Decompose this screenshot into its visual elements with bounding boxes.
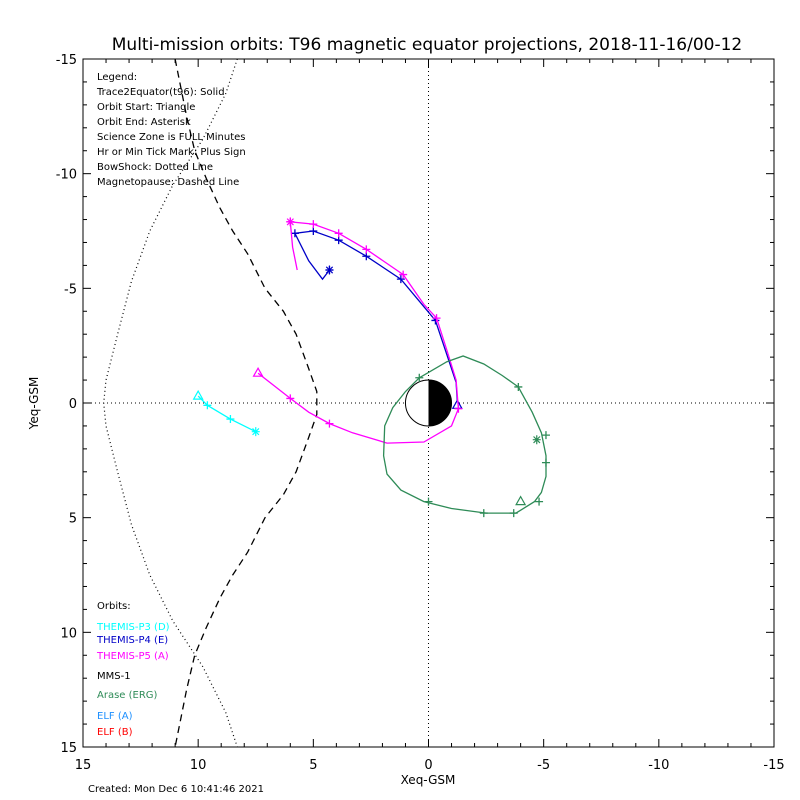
magnetopause-line xyxy=(174,58,318,748)
earth-nightside xyxy=(428,379,452,427)
earth-icon xyxy=(404,379,453,427)
tick-mark xyxy=(362,252,371,261)
orbit-start-marker xyxy=(515,495,527,506)
legend-line: Hr or Min Tick Mark: Plus Sign xyxy=(97,147,246,158)
chart-title: Multi-mission orbits: T96 magnetic equat… xyxy=(112,35,743,55)
orbits-legend: Orbits: THEMIS-P3 (D) THEMIS-P4 (E) THEMIS-… xyxy=(96,601,170,738)
y-tick-label: -10 xyxy=(56,168,77,183)
orbit-line xyxy=(257,221,460,444)
x-tick-label: -5 xyxy=(537,758,550,773)
x-tick-label: 10 xyxy=(190,758,207,773)
x-tick-label: 15 xyxy=(75,758,92,773)
orbit-end-marker xyxy=(251,427,260,437)
orbit-end-marker xyxy=(325,265,334,275)
tick-mark xyxy=(203,401,212,410)
x-tick-label: 5 xyxy=(309,758,317,773)
tick-mark xyxy=(309,227,318,235)
bowshock-line xyxy=(103,58,238,748)
orbit-label: ELF (A) xyxy=(97,711,133,722)
orbit-line xyxy=(197,395,257,433)
tick-mark xyxy=(424,497,433,506)
orbits-title: Orbits: xyxy=(97,601,131,612)
y-tick-label: -15 xyxy=(56,53,77,68)
tick-mark xyxy=(396,275,405,284)
orbit-end-marker xyxy=(532,435,541,445)
tick-mark xyxy=(286,394,295,403)
orbit-start-marker xyxy=(192,389,204,400)
tick-mark xyxy=(509,509,518,518)
tick-mark xyxy=(334,229,343,238)
legend-line: BowShock: Dotted Line xyxy=(97,162,213,173)
legend-line: Orbit Start: Triangle xyxy=(97,102,195,113)
x-tick-label: -10 xyxy=(648,758,669,773)
legend-line: Science Zone is FULL Minutes xyxy=(97,132,246,143)
y-axis-label: Yeq-GSM xyxy=(27,377,41,431)
tick-mark xyxy=(479,509,488,518)
legend-line: Legend: xyxy=(97,72,137,83)
boundaries xyxy=(103,58,318,748)
legend-box: Legend: Trace2Equator(t96): Solid Orbit St… xyxy=(96,72,246,188)
x-axis-label: Xeq-GSM xyxy=(401,773,456,787)
orbit-0 xyxy=(192,389,260,437)
x-tick-label: 0 xyxy=(424,758,432,773)
orbit-label: Arase (ERG) xyxy=(97,690,158,701)
orbit-line xyxy=(382,355,547,514)
legend-line: Magnetopause: Dashed Line xyxy=(97,177,239,188)
orbit-label: THEMIS-P5 (A) xyxy=(96,651,169,662)
tick-mark xyxy=(541,458,550,467)
legend-line: Trace2Equator(t96): Solid xyxy=(96,87,225,98)
orbit-label: THEMIS-P3 (D) xyxy=(96,622,170,633)
orbit-2 xyxy=(252,217,463,444)
tick-mark xyxy=(226,415,235,424)
tick-mark xyxy=(325,419,334,428)
tick-mark xyxy=(541,431,550,440)
tick-mark xyxy=(432,314,441,323)
orbit-1 xyxy=(290,227,463,409)
y-tick-label: 5 xyxy=(69,512,77,527)
axis-ticks: 15 10 5 0 -5 -10 -15 -15 -10 -5 0 5 10 15 xyxy=(56,53,785,773)
created-timestamp: Created: Mon Dec 6 10:41:46 2021 xyxy=(88,784,264,795)
y-tick-label: 0 xyxy=(69,397,77,412)
tick-mark xyxy=(399,270,408,279)
tick-mark xyxy=(290,229,299,238)
tick-mark xyxy=(309,220,318,229)
orbit-end-marker xyxy=(286,217,295,227)
tick-mark xyxy=(415,373,424,382)
tick-mark xyxy=(362,245,371,254)
tick-mark xyxy=(334,236,343,245)
orbit-series xyxy=(192,217,550,518)
x-tick-label: -15 xyxy=(763,758,784,773)
orbit-3 xyxy=(382,355,550,518)
orbit-label: MMS-1 xyxy=(97,671,131,682)
orbit-label: ELF (B) xyxy=(97,727,133,738)
y-tick-label: -5 xyxy=(64,282,77,297)
orbit-label: THEMIS-P4 (E) xyxy=(96,635,168,646)
orbit-start-marker xyxy=(252,366,264,377)
tick-mark xyxy=(514,382,523,391)
tick-mark xyxy=(454,404,463,413)
tick-mark xyxy=(535,497,544,506)
y-tick-label: 10 xyxy=(60,626,77,641)
legend-line: Orbit End: Asterisk xyxy=(97,117,191,128)
y-tick-label: 15 xyxy=(60,741,77,756)
